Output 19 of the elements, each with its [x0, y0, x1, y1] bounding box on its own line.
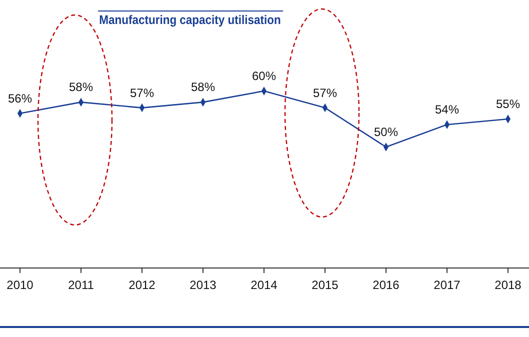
x-tick-label: 2012	[128, 278, 156, 292]
x-tick-label: 2013	[190, 278, 217, 292]
data-label: 58%	[190, 80, 216, 94]
x-tick-label: 2011	[68, 278, 94, 292]
data-label: 56%	[8, 91, 32, 106]
x-tick-label: 2017	[434, 278, 461, 292]
data-label: 58%	[68, 80, 94, 94]
data-label: 57%	[130, 86, 154, 100]
data-label: 55%	[496, 97, 520, 111]
data-label: 50%	[374, 125, 398, 139]
chart-title: Manufacturing capacity utilisation	[99, 12, 281, 28]
data-label: 60%	[252, 69, 276, 83]
x-tick-label: 2018	[494, 278, 522, 292]
data-label: 57%	[312, 86, 338, 100]
x-tick-label: 2010	[6, 278, 34, 292]
x-tick-label: 2016	[372, 278, 400, 292]
data-label: 54%	[434, 102, 460, 117]
x-tick-label: 2014	[250, 278, 278, 292]
x-tick-label: 2015	[312, 278, 339, 292]
